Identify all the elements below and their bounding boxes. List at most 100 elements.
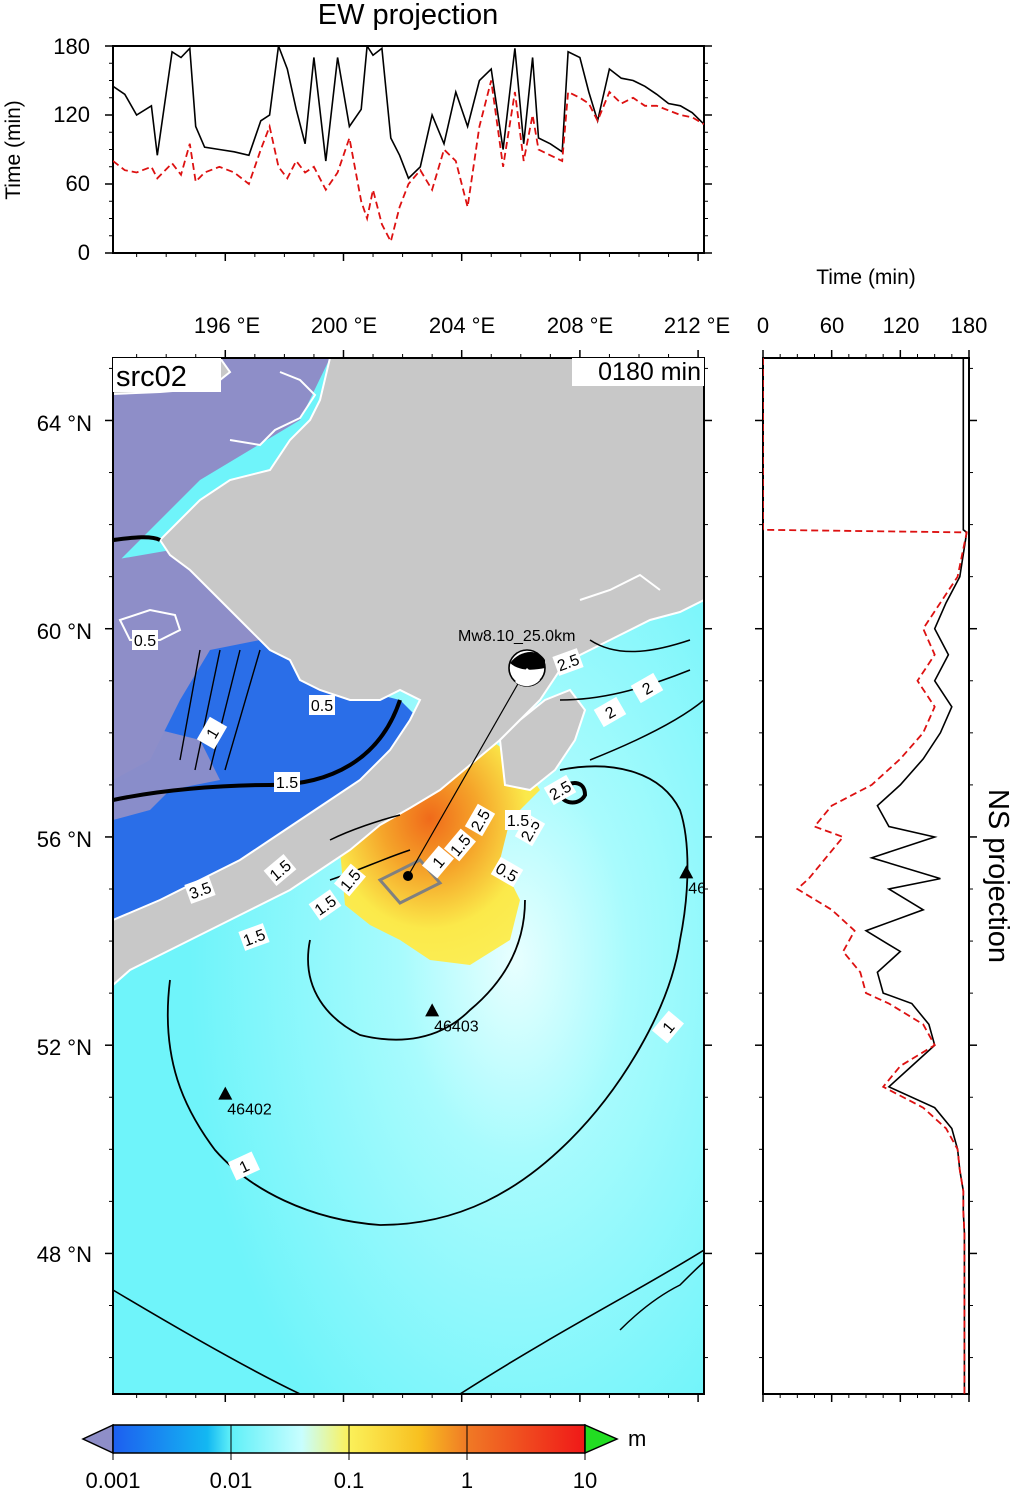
time-label: 0180 min	[598, 358, 701, 386]
colorbar-tick-4: 10	[573, 1468, 597, 1493]
contour-label-text: 3.5	[187, 880, 214, 904]
source-label-box: src02	[113, 358, 221, 393]
ew-y-axis-label: Time (min)	[2, 100, 25, 200]
contour-label: 3.5	[184, 876, 216, 904]
contour-label-box	[132, 630, 158, 650]
contour-label-box	[443, 828, 477, 862]
lat-tick-52: 52 °N	[37, 1035, 92, 1060]
colorbar-tick-2: 0.1	[334, 1468, 365, 1493]
contour-label-box	[333, 863, 367, 897]
contour-label-box	[227, 1151, 261, 1181]
map-frame	[112, 357, 705, 1395]
lat-tick-48: 48 °N	[37, 1242, 92, 1267]
coast-white-upper	[229, 371, 661, 601]
time-label-box: 0180 min	[572, 358, 704, 386]
station-label: 46402	[227, 1102, 272, 1119]
contour-label-box	[630, 672, 664, 704]
ns-panel: Time (min) 0 60 120 180 NS projection	[755, 266, 1014, 1402]
colorbar-dividers	[112, 1425, 586, 1460]
colorbar-under-triangle	[81, 1423, 114, 1455]
contour-label-text: 2.5	[555, 652, 582, 676]
colorbar-tick-1: 0.01	[210, 1468, 253, 1493]
ns-xtick-180: 180	[951, 313, 988, 338]
ew-panel: EW projection 0 60 120 180 Time (min)	[2, 0, 712, 265]
map-axis-ticks	[105, 350, 712, 1402]
contour-label: 1	[421, 845, 455, 879]
contour-label-box	[238, 923, 270, 951]
ew-series-solid	[113, 46, 704, 180]
contour-label-box	[651, 1010, 685, 1044]
contour-label: 0.5	[132, 630, 158, 650]
contour-label: 1	[196, 716, 228, 750]
contour-label-box	[464, 803, 496, 837]
contour-label-box	[308, 889, 342, 921]
lon-tick-212: 212 °E	[664, 313, 730, 338]
station-label: 46403	[434, 1018, 479, 1035]
ns-series-dashed	[763, 358, 968, 1394]
lon-tick-208: 208 °E	[547, 313, 613, 338]
ew-y-tick-labels: 0 60 120 180	[53, 34, 90, 265]
contour-label: 1.5	[505, 810, 531, 830]
colorbar-over-triangle	[584, 1423, 619, 1455]
colorbar-tick-3: 1	[461, 1468, 473, 1493]
contour-label: 0.5	[309, 695, 335, 715]
focal-mechanism-icon	[508, 649, 546, 687]
contour-label: 2	[630, 672, 664, 704]
lon-tick-196: 196 °E	[194, 313, 260, 338]
contour-label-box	[490, 856, 524, 888]
contour-label: 1	[227, 1151, 261, 1181]
wave-contours	[113, 535, 704, 1394]
station-triangle-icon	[218, 1086, 233, 1100]
ns-series-solid	[864, 358, 968, 1394]
contour-label-box	[196, 716, 228, 750]
ns-panel-title: NS projection	[982, 789, 1014, 963]
contour-label-box	[421, 845, 455, 879]
contour-label-box	[263, 853, 297, 887]
ew-panel-title: EW projection	[318, 0, 499, 31]
ew-ytick-120: 120	[53, 102, 90, 127]
fault-plane	[377, 858, 443, 905]
station-triangle-icon	[425, 1003, 440, 1017]
map-panel: Mw8.10_25.0km 46403 46402 46 1 1 1 1.5 1.5 1.5 2…	[37, 313, 730, 1402]
lat-tick-56: 56 °N	[37, 827, 92, 852]
ew-ytick-0: 0	[78, 240, 90, 265]
contour-label: 1	[651, 1010, 685, 1044]
lon-tick-204: 204 °E	[429, 313, 495, 338]
contour-label-box	[184, 876, 216, 904]
source-label: src02	[116, 361, 187, 393]
ns-xtick-0: 0	[757, 313, 769, 338]
lat-tick-64: 64 °N	[37, 411, 92, 436]
ew-plot-frame	[112, 45, 705, 254]
ns-plot-frame	[762, 357, 970, 1395]
ns-ticks	[755, 350, 977, 1402]
ns-xtick-120: 120	[883, 313, 920, 338]
event-label: Mw8.10_25.0km	[458, 628, 575, 645]
ew-ytick-180: 180	[53, 34, 90, 59]
contour-label-box	[505, 810, 531, 830]
lat-tick-60: 60 °N	[37, 619, 92, 644]
contour-label-text: 0.5	[134, 633, 156, 650]
latitude-labels: 64 °N 60 °N 56 °N 52 °N 48 °N	[37, 411, 92, 1267]
mechanism-leader	[407, 667, 528, 877]
contour-label: 1.5	[238, 923, 270, 951]
contour-label-box	[309, 695, 335, 715]
ew-series-dashed	[113, 80, 704, 245]
contour-label-text: 1.5	[507, 813, 529, 830]
ew-ticks	[105, 45, 712, 261]
contour-label-text: 1.5	[241, 927, 268, 951]
contour-label: 2.5	[552, 648, 584, 676]
colorbar-unit: m	[628, 1426, 646, 1451]
colorbar-tick-0: 0.001	[85, 1468, 140, 1493]
contour-label-box	[274, 772, 300, 792]
contour-label-box	[593, 696, 627, 728]
ns-x-axis-label: Time (min)	[816, 266, 916, 289]
station-markers: 46403 46402 46	[218, 865, 704, 1119]
longitude-labels: 196 °E 200 °E 204 °E 208 °E 212 °E	[194, 313, 730, 338]
contour-label-text: 1.5	[276, 775, 298, 792]
ew-ytick-60: 60	[66, 171, 90, 196]
contour-label-box	[543, 774, 577, 806]
contour-label: 1.5	[274, 772, 300, 792]
epicenter-marker	[403, 871, 413, 881]
lon-tick-200: 200 °E	[311, 313, 377, 338]
